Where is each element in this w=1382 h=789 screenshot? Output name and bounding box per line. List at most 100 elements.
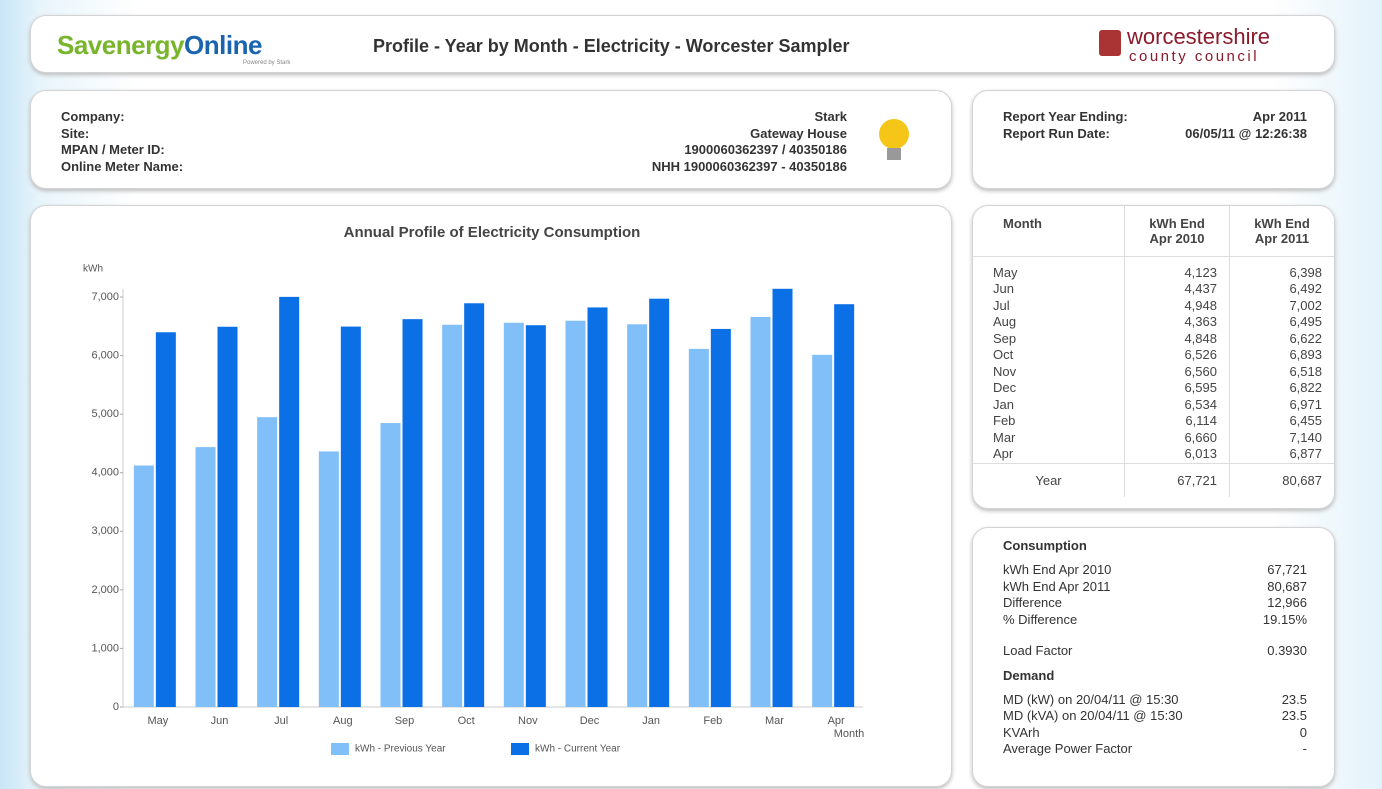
legend-swatch xyxy=(511,743,529,755)
footer-cell: 80,687 xyxy=(1282,472,1322,488)
info-row: Company: Stark xyxy=(61,109,847,126)
chart: Annual Profile of Electricity Consumptio… xyxy=(83,224,865,755)
consumption-label: Difference xyxy=(1003,595,1063,610)
bar xyxy=(688,348,709,707)
bar xyxy=(318,451,339,707)
demand-label: Average Power Factor xyxy=(1003,741,1133,756)
info-rows: Company: Stark Site: Gateway House MPAN / Me… xyxy=(61,109,847,175)
table-row: Jul 4,948 7,002 xyxy=(973,297,1334,314)
report-info: Report Year Ending: Apr 2011 Report Run Da… xyxy=(972,90,1335,189)
month-table: Month kWh End Apr 2010 kWh End Apr 2011 Ma… xyxy=(973,206,1334,497)
council-name: worcestershire xyxy=(1127,24,1271,49)
table-row: Aug 4,363 6,495 xyxy=(973,314,1334,331)
value-cell: 4,123 xyxy=(1124,256,1230,281)
month-cell: Dec xyxy=(973,380,1125,397)
legend-label: kWh - Current Year xyxy=(535,744,621,755)
value-cell: 6,560 xyxy=(1124,363,1230,380)
demand-value: 0 xyxy=(1299,724,1307,740)
value-cell: 6,534 xyxy=(1124,396,1230,413)
bar xyxy=(257,417,278,707)
demand-row: KVArh 0 xyxy=(1003,725,1307,742)
x-tick-label: Jun xyxy=(211,715,229,727)
page-title: Profile - Year by Month - Electricity - … xyxy=(373,36,850,56)
month-cell: Jun xyxy=(973,281,1125,298)
x-tick-label: Sep xyxy=(395,715,415,727)
value-cell: 6,013 xyxy=(1124,446,1230,463)
x-tick-label: Nov xyxy=(518,715,538,727)
report-label: Report Year Ending: xyxy=(1003,109,1128,124)
footer-cell: 67,721 xyxy=(1124,463,1230,497)
x-tick-label: Aug xyxy=(333,715,353,727)
month-cell: Nov xyxy=(973,363,1125,380)
table-header: Month kWh End Apr 2010 kWh End Apr 2011 xyxy=(973,206,1334,257)
bar xyxy=(133,465,154,707)
demand-row: MD (kVA) on 20/04/11 @ 15:30 23.5 xyxy=(1003,708,1307,725)
demand-value: - xyxy=(1302,741,1307,756)
consumption-rows: Consumption kWh End Apr 2010 67,721 kWh End… xyxy=(1003,538,1307,758)
y-tick-label: 6,000 xyxy=(91,349,119,361)
value-cell: 7,002 xyxy=(1289,297,1322,313)
value-cell: 4,363 xyxy=(1124,314,1230,331)
table-header-cell: Month xyxy=(973,206,1125,257)
bar xyxy=(195,447,216,707)
y-tick-label: 0 xyxy=(113,701,119,713)
consumption-row: kWh End Apr 2011 80,687 xyxy=(1003,579,1307,596)
info-label: MPAN / Meter ID: xyxy=(61,142,165,157)
bar xyxy=(525,325,546,707)
bar xyxy=(772,288,793,707)
table-row: Jan 6,534 6,971 xyxy=(973,396,1334,413)
value-cell: 6,492 xyxy=(1289,281,1322,296)
bar xyxy=(812,354,833,707)
table-row: Dec 6,595 6,822 xyxy=(973,380,1334,397)
x-tick-label: Jan xyxy=(642,715,660,727)
load-factor-label: Load Factor xyxy=(1003,643,1073,658)
table-row: Jun 4,437 6,492 xyxy=(973,281,1334,298)
report-row: Report Run Date: 06/05/11 @ 12:26:38 xyxy=(1003,126,1307,143)
bar xyxy=(402,319,423,707)
demand-label: MD (kW) on 20/04/11 @ 15:30 xyxy=(1003,691,1179,707)
month-cell: Jul xyxy=(973,297,1125,314)
meter-info: Company: Stark Site: Gateway House MPAN / Me… xyxy=(30,90,952,189)
bar xyxy=(587,307,608,707)
y-tick-label: 3,000 xyxy=(91,525,119,537)
consumption-value: 67,721 xyxy=(1267,562,1307,577)
logo-part1: Savenergy xyxy=(57,30,185,60)
info-label: Online Meter Name: xyxy=(61,158,184,174)
x-axis-label: Month xyxy=(834,728,865,740)
table-row: Mar 6,660 7,140 xyxy=(973,429,1334,446)
logo-part2: Online xyxy=(184,30,262,60)
x-tick-label: Mar xyxy=(765,715,784,727)
info-row: MPAN / Meter ID: 1900060362397 / 40350186 xyxy=(61,142,847,159)
x-tick-label: Jul xyxy=(274,715,288,727)
table-row: Feb 6,114 6,455 xyxy=(973,413,1334,430)
x-tick-label: Oct xyxy=(458,715,475,727)
bar xyxy=(627,324,648,707)
y-tick-label: 7,000 xyxy=(91,291,119,303)
month-cell: Sep xyxy=(973,330,1125,347)
value-cell: 6,495 xyxy=(1289,314,1322,329)
table-row: Nov 6,560 6,518 xyxy=(973,363,1334,380)
value-cell: 4,437 xyxy=(1124,281,1230,298)
value-cell: 6,455 xyxy=(1289,413,1322,428)
consumption-panel: Consumption kWh End Apr 2010 67,721 kWh End… xyxy=(972,527,1335,787)
load-factor-value: 0.3930 xyxy=(1267,643,1307,658)
consumption-row: Difference 12,966 xyxy=(1003,595,1307,612)
report-rows: Report Year Ending: Apr 2011 Report Run Da… xyxy=(1003,109,1307,142)
consumption-value: 12,966 xyxy=(1267,595,1307,610)
month-cell: Apr xyxy=(973,446,1125,463)
report-value: Apr 2011 xyxy=(1252,109,1307,124)
demand-label: KVArh xyxy=(1003,724,1040,740)
load-factor-row: Load Factor 0.3930 xyxy=(1003,643,1307,660)
consumption-row: % Difference 19.15% xyxy=(1003,612,1307,629)
info-value: NHH 1900060362397 - 40350186 xyxy=(651,158,847,174)
month-cell: Aug xyxy=(973,314,1125,331)
info-value: Stark xyxy=(814,109,847,124)
month-cell: May xyxy=(973,256,1125,281)
bar xyxy=(464,303,485,707)
table-header-cell: kWh End Apr 2011 xyxy=(1229,206,1334,257)
value-cell: 7,140 xyxy=(1289,429,1322,445)
demand-label: MD (kVA) on 20/04/11 @ 15:30 xyxy=(1003,708,1183,723)
bar xyxy=(834,304,855,707)
logo-sub: Powered by Stark xyxy=(243,60,291,66)
